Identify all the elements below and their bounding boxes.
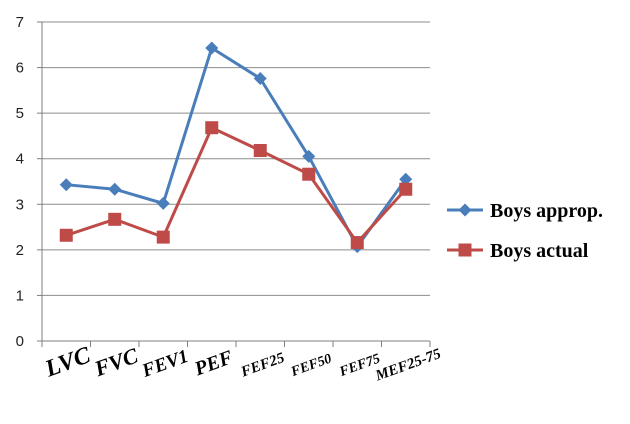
axes bbox=[37, 21, 431, 347]
legend: Boys approp. Boys actual bbox=[447, 200, 603, 262]
series-lines bbox=[59, 41, 413, 254]
data-point bbox=[399, 172, 413, 186]
x-tick-label: FVC bbox=[90, 343, 141, 382]
gridlines bbox=[42, 21, 430, 296]
legend-label: Boys actual bbox=[490, 240, 589, 262]
series-2 bbox=[59, 121, 413, 250]
y-tick-label: 4 bbox=[16, 151, 24, 168]
y-tick-label: 3 bbox=[16, 196, 24, 213]
legend-marker bbox=[458, 243, 472, 257]
y-tick-label: 5 bbox=[16, 105, 24, 122]
data-point bbox=[156, 230, 170, 244]
y-tick-label: 7 bbox=[16, 14, 24, 31]
data-point bbox=[253, 144, 267, 158]
data-point bbox=[302, 167, 316, 181]
legend-entry: Boys approp. bbox=[447, 200, 603, 222]
data-point bbox=[253, 72, 267, 86]
legend-entry: Boys actual bbox=[447, 240, 589, 262]
data-point bbox=[302, 149, 316, 163]
data-point bbox=[108, 182, 122, 196]
y-tick-label: 2 bbox=[16, 242, 24, 259]
x-tick-label: LVC bbox=[41, 342, 95, 383]
data-point bbox=[59, 228, 73, 242]
data-point bbox=[59, 178, 73, 192]
x-tick-label: PEF bbox=[191, 346, 237, 381]
data-point bbox=[156, 196, 170, 210]
data-point bbox=[205, 41, 219, 55]
x-tick-label: FEV1 bbox=[139, 346, 192, 382]
data-point bbox=[205, 121, 219, 135]
x-tick-label: FEF25 bbox=[238, 350, 287, 381]
y-tick-label: 6 bbox=[16, 60, 24, 77]
y-tick-label: 1 bbox=[16, 287, 24, 304]
x-tick-label: MEF25-75 bbox=[373, 346, 444, 385]
data-point bbox=[350, 236, 364, 250]
legend-marker bbox=[458, 203, 472, 217]
data-point bbox=[108, 212, 122, 226]
x-tick-label: FEF50 bbox=[288, 351, 334, 380]
data-point bbox=[399, 182, 413, 196]
series-line bbox=[65, 126, 407, 245]
y-tick-labels: 0 1 2 3 4 5 6 7 bbox=[16, 14, 24, 350]
y-tick-label: 0 bbox=[16, 333, 24, 350]
legend-label: Boys approp. bbox=[490, 200, 603, 222]
